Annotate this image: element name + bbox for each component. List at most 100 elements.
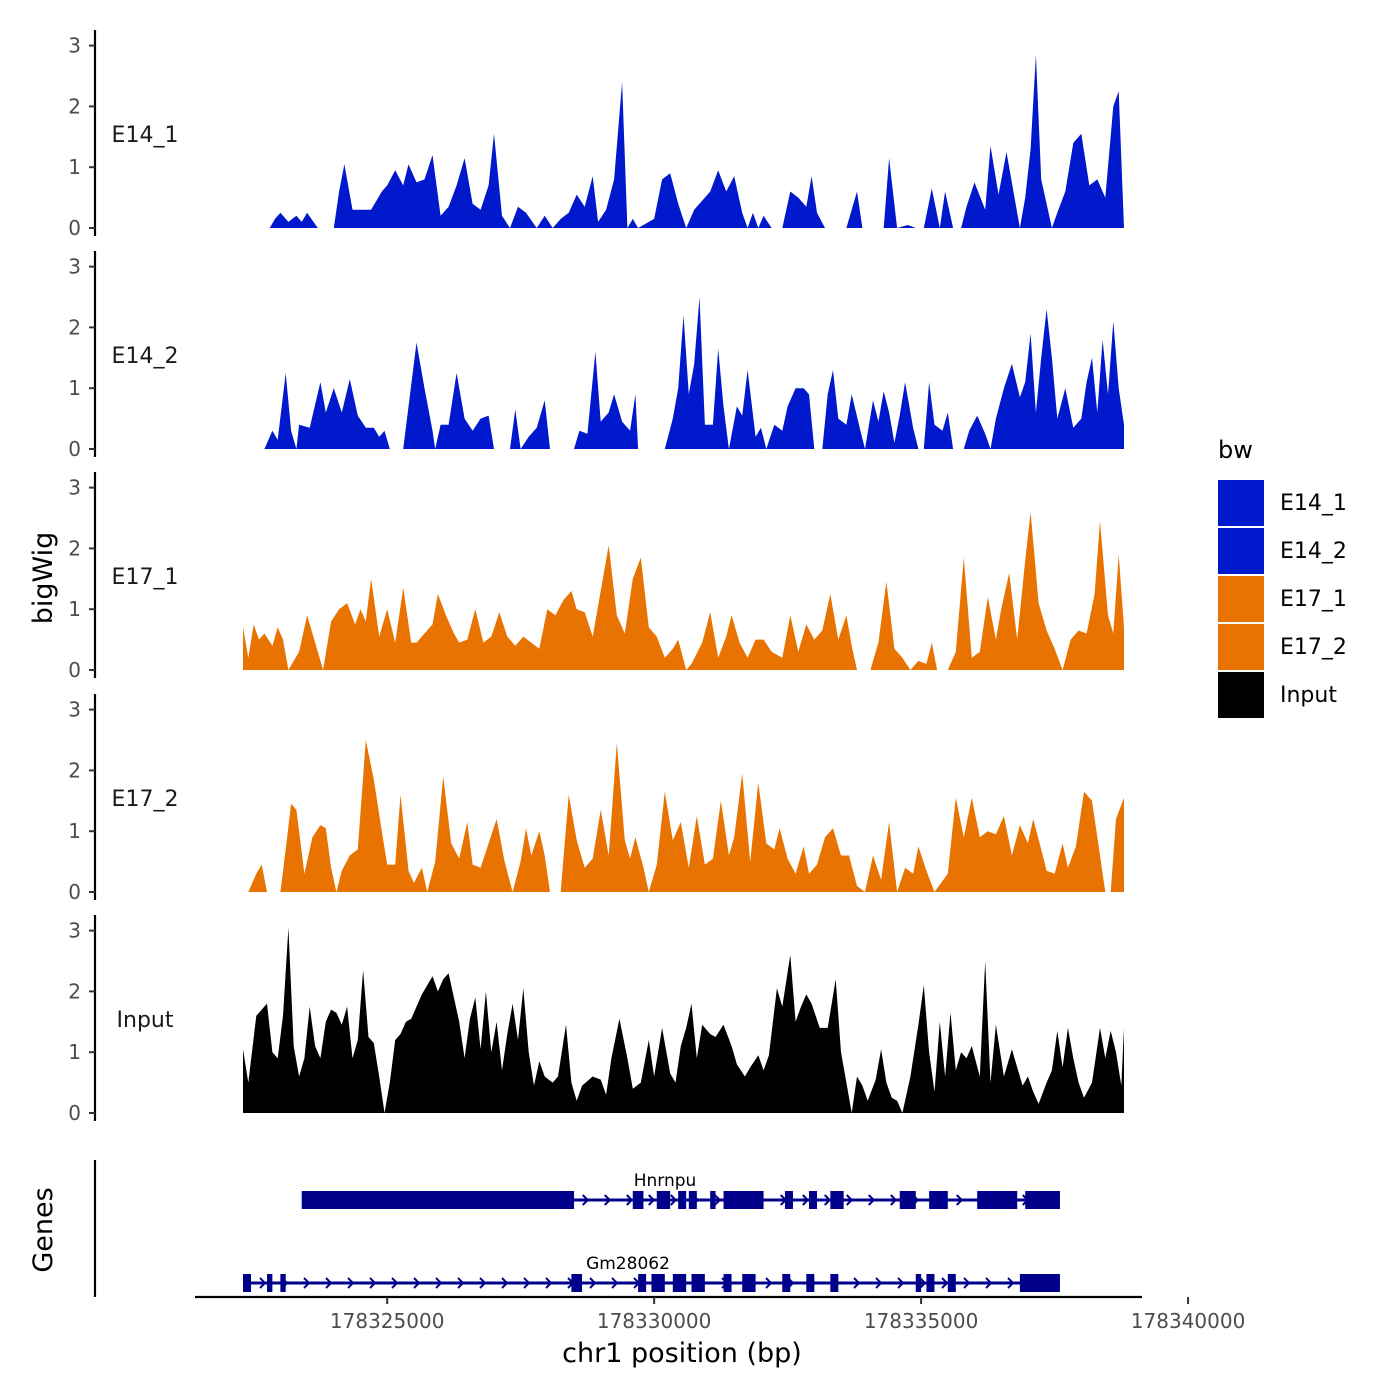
y-tick-label: 3 <box>68 34 81 58</box>
strand-arrow <box>824 1194 832 1206</box>
strand-arrow <box>347 1277 355 1289</box>
y-tick-label: 3 <box>68 255 81 279</box>
strand-arrow <box>391 1277 399 1289</box>
coverage-area-e14-2 <box>243 297 1124 449</box>
exon <box>1025 1191 1060 1209</box>
y-tick-label: 0 <box>68 1101 81 1125</box>
y-tick-label: 1 <box>68 1040 81 1064</box>
exon <box>656 1191 671 1209</box>
strand-arrow <box>846 1194 854 1206</box>
strand-arrow <box>670 1194 678 1206</box>
strand-arrow <box>802 1194 810 1206</box>
strand-arrow <box>604 1194 612 1206</box>
y-tick-label: 3 <box>68 698 81 722</box>
legend-label: E17_1 <box>1280 587 1347 612</box>
legend-swatch <box>1218 576 1264 622</box>
exon <box>691 1274 705 1292</box>
coverage-area-input <box>243 927 1124 1113</box>
strand-arrow <box>479 1277 487 1289</box>
x-tick-label: 178340000 <box>1131 1309 1246 1333</box>
genes-track: Genes Hnrnpu Gm28062 <box>28 1160 1060 1297</box>
legend-label: Input <box>1280 683 1337 708</box>
coverage-area-e14-1 <box>243 54 1124 229</box>
exon <box>830 1274 839 1292</box>
track-input: 0 1 2 3 Input <box>68 915 1124 1125</box>
strand-arrow <box>897 1277 905 1289</box>
strand-arrow <box>868 1194 876 1206</box>
strand-arrow <box>545 1277 553 1289</box>
coverage-tracks: 0 1 2 3 E14_1 0 1 2 3 E14_2 0 1 2 3 E17_1 0 1 2 3 E17_2 0 1 2 3… <box>68 30 1124 1125</box>
legend-label: E17_2 <box>1280 635 1347 660</box>
exon <box>830 1191 844 1209</box>
strand-arrow <box>369 1277 377 1289</box>
y-tick-label: 2 <box>68 94 81 118</box>
exon <box>1019 1274 1060 1292</box>
legend-item-e17-1: E17_1 <box>1218 576 1347 622</box>
exon <box>929 1191 948 1209</box>
track-label: E17_2 <box>112 787 179 812</box>
legend-item-e14-1: E14_1 <box>1218 480 1347 526</box>
strand-arrow <box>259 1277 267 1289</box>
exon <box>267 1274 273 1292</box>
y-tick-label: 1 <box>68 155 81 179</box>
exon <box>926 1274 935 1292</box>
y-axis-title: bigWig <box>28 532 59 625</box>
x-tick-label: 178325000 <box>330 1309 445 1333</box>
y-tick-label: 0 <box>68 880 81 904</box>
strand-arrow <box>611 1277 619 1289</box>
exon <box>806 1274 815 1292</box>
strand-arrow <box>985 1277 993 1289</box>
exon <box>899 1191 916 1209</box>
legend-swatch <box>1218 528 1264 574</box>
track-label: E14_2 <box>112 344 179 369</box>
x-axis-title: chr1 position (bp) <box>562 1338 802 1369</box>
legend-label: E14_2 <box>1280 539 1347 564</box>
y-tick-label: 1 <box>68 819 81 843</box>
strand-arrow <box>1007 1277 1015 1289</box>
y-tick-label: 2 <box>68 536 81 560</box>
track-label: E17_1 <box>112 565 179 590</box>
exon <box>651 1274 665 1292</box>
legend-swatch <box>1218 480 1264 526</box>
exon <box>688 1191 697 1209</box>
track-e14-2: 0 1 2 3 E14_2 <box>68 251 1124 461</box>
coverage-area-e17-2 <box>243 740 1124 892</box>
exon <box>638 1274 647 1292</box>
exon <box>672 1274 687 1292</box>
strand-arrow <box>413 1277 421 1289</box>
y-tick-label: 3 <box>68 919 81 943</box>
strand-arrow <box>589 1277 597 1289</box>
strand-arrow <box>875 1277 883 1289</box>
x-tick-label: 178330000 <box>597 1309 712 1333</box>
strand-arrow <box>853 1277 861 1289</box>
legend-item-e14-2: E14_2 <box>1218 528 1347 574</box>
genes-track-label: Genes <box>28 1187 59 1272</box>
track-label: E14_1 <box>112 123 179 148</box>
legend-title: bw <box>1218 436 1253 464</box>
exon <box>742 1274 756 1292</box>
strand-arrow <box>890 1194 898 1206</box>
strand-arrow <box>648 1194 656 1206</box>
strand-arrow <box>714 1194 722 1206</box>
strand-arrow <box>435 1277 443 1289</box>
exon <box>782 1274 791 1292</box>
y-tick-label: 1 <box>68 597 81 621</box>
strand-arrow <box>582 1194 590 1206</box>
exon <box>243 1274 252 1292</box>
x-axis: 178325000 178330000 178335000 178340000 <box>195 1295 1246 1333</box>
strand-arrow <box>956 1194 964 1206</box>
gene-name-label: Gm28062 <box>586 1254 670 1274</box>
exon <box>784 1191 793 1209</box>
exon <box>915 1274 922 1292</box>
gene-name-label: Hnrnpu <box>634 1171 697 1191</box>
strand-arrow <box>501 1277 509 1289</box>
strand-arrow <box>523 1277 531 1289</box>
strand-arrow <box>626 1194 634 1206</box>
exon <box>808 1191 817 1209</box>
y-tick-label: 2 <box>68 758 81 782</box>
exon <box>678 1191 687 1209</box>
exon <box>280 1274 286 1292</box>
y-tick-label: 3 <box>68 476 81 500</box>
y-tick-label: 2 <box>68 315 81 339</box>
